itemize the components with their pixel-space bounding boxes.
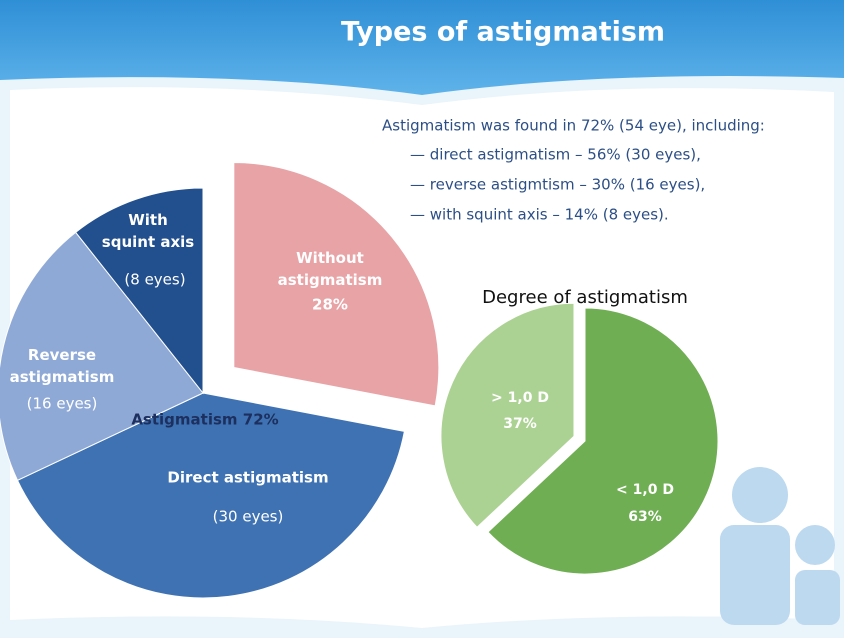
slice-label-line: With xyxy=(128,211,168,229)
slice-label: With squint axis xyxy=(102,211,194,251)
slice-label: Direct astigmatism xyxy=(167,469,328,487)
slice-label-line: squint axis xyxy=(102,233,194,251)
slice-label: > 1,0 D xyxy=(491,390,549,406)
pie-slice xyxy=(0,231,204,481)
slice-label-line: Reverse xyxy=(28,346,96,364)
notes-item: — direct astigmatism – 56% (30 eyes), xyxy=(410,146,701,164)
pie-slice xyxy=(487,307,719,575)
notes-item: — with squint axis – 14% (8 eyes). xyxy=(410,206,669,224)
value-label: (30 eyes) xyxy=(213,508,284,526)
pie-slice xyxy=(440,302,575,528)
chart-title: Degree of astigmatism xyxy=(482,287,688,308)
slice-label: < 1,0 D xyxy=(616,482,674,498)
slice-label-line: astigmatism xyxy=(10,368,115,386)
annotation: Astigmatism 72% xyxy=(131,411,278,429)
slice-label-line: Without xyxy=(296,249,364,267)
value-label: 28% xyxy=(312,296,348,314)
pie-slice xyxy=(233,162,440,407)
header-band xyxy=(0,0,844,95)
notes-item: — reverse astigmtism – 30% (16 eyes), xyxy=(410,176,705,194)
slice-label-line: astigmatism xyxy=(278,271,383,289)
value-label: 37% xyxy=(503,416,537,432)
pie-slice xyxy=(16,392,405,599)
value-label: (8 eyes) xyxy=(124,271,185,289)
slice-label: Without astigmatism xyxy=(278,249,383,289)
pie-slice xyxy=(74,187,204,395)
slide-title: Types of astigmatism xyxy=(341,17,665,48)
child-icon xyxy=(720,467,840,625)
value-label: 63% xyxy=(628,509,662,525)
slice-label: Reverse astigmatism xyxy=(10,346,115,386)
value-label: (16 eyes) xyxy=(27,395,98,413)
notes-intro: Astigmatism was found in 72% (54 eye), i… xyxy=(382,117,765,135)
